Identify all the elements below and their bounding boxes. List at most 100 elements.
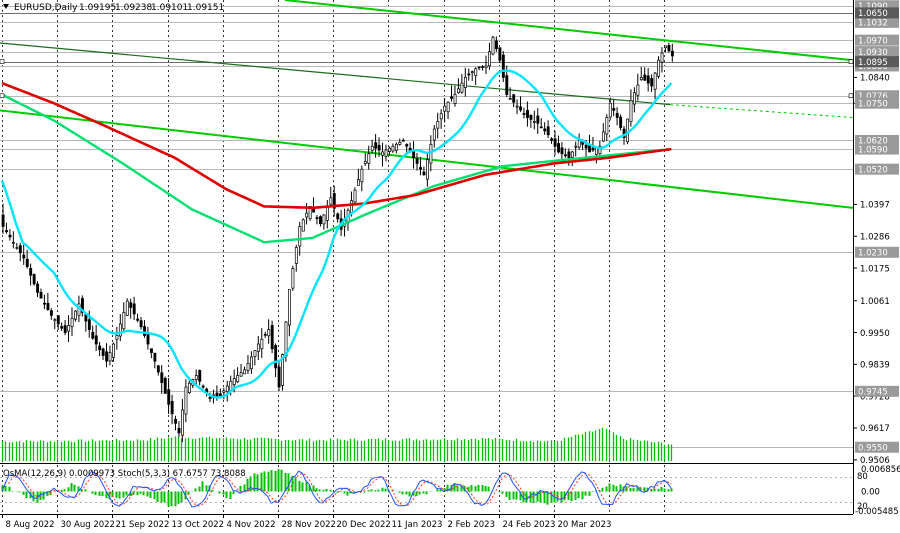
candle-body [312, 208, 316, 213]
candle-body [263, 333, 267, 336]
candle-body [481, 66, 485, 68]
price-marker [848, 93, 854, 99]
candle-body [350, 200, 354, 213]
channel-upper-line [284, 0, 854, 62]
candle-body [146, 334, 150, 345]
candle-body [298, 226, 302, 247]
candle-body [153, 352, 157, 362]
candle-body [660, 52, 664, 63]
candle-body [381, 151, 385, 156]
trend-channel [0, 0, 854, 209]
volume-bars [1, 427, 673, 461]
candle-body [574, 145, 578, 148]
time-tick-label: 11 Jan 2023 [392, 520, 443, 530]
price-axis: 1.0840 1.0750 1.0397 1.0286 1.0175 1.0061 0.99… [0, 0, 900, 517]
candle-body [201, 385, 205, 388]
candle-body [488, 51, 492, 67]
candle-body [501, 54, 505, 78]
collapse-triangle-icon[interactable] [3, 4, 9, 9]
candle-body [491, 36, 495, 55]
candle-body [56, 315, 60, 325]
candle-body [39, 291, 43, 299]
candle-body [112, 343, 115, 358]
candle-body [457, 88, 460, 94]
candle-body [563, 154, 567, 157]
ma-mid-line [1, 81, 672, 210]
candle-body [281, 354, 285, 386]
candles [1, 35, 674, 443]
candle-body [612, 108, 616, 111]
price-tick-label: 1.0061 [860, 297, 890, 307]
candle-body [460, 82, 464, 93]
indicator-axis-label: 80 [857, 472, 868, 482]
candle-body [657, 59, 661, 77]
candle-body [398, 142, 402, 145]
candle-body [94, 335, 98, 345]
candle-body [129, 302, 133, 308]
candle-body [453, 94, 457, 104]
indicator-panel [0, 469, 853, 508]
candle-body [288, 289, 291, 326]
time-tick-label: 20 Dec 2022 [337, 520, 391, 530]
candle-body [560, 147, 564, 155]
candle-body [222, 390, 226, 393]
candle-body [405, 144, 409, 147]
candle-body [526, 109, 529, 118]
candle-body [636, 84, 640, 96]
indicator-axis-label: -0.005485 [855, 507, 899, 517]
candle-body [136, 318, 140, 321]
price-level-label: 0.9745 [858, 388, 888, 398]
time-tick-label: 28 Nov 2022 [282, 520, 336, 530]
price-level-label: 1.1090 [858, 2, 888, 12]
candle-body [181, 409, 184, 436]
candle-body [91, 331, 95, 339]
candle-body [225, 385, 229, 392]
candle-body [139, 320, 143, 328]
price-tick-label: 0.9506 [860, 456, 890, 466]
price-level-label: 1.0620 [858, 137, 888, 147]
candle-body [322, 214, 326, 225]
candle-body [570, 151, 574, 158]
time-tick-label: 8 Aug 2022 [6, 520, 55, 530]
candle-body [484, 65, 488, 69]
candle-body [267, 329, 271, 337]
candle-body [632, 92, 636, 105]
time-tick-label: 20 Mar 2023 [558, 520, 612, 530]
candle-body [436, 121, 440, 129]
candle-body [70, 317, 74, 328]
candle-body [443, 105, 447, 112]
price-tick-label: 0.9617 [860, 424, 890, 434]
candle-body [108, 352, 112, 362]
price-level-label: 1.0880 [858, 62, 888, 72]
candle-body [32, 274, 36, 285]
candle-body [25, 258, 29, 267]
candle-body [256, 343, 260, 352]
candle-body [143, 326, 146, 336]
candle-body [474, 68, 478, 76]
candle-body [357, 179, 360, 186]
candle-body [43, 302, 46, 305]
candle-body [308, 206, 312, 220]
candle-body [250, 356, 253, 370]
candle-body [543, 128, 547, 132]
price-label-box [855, 46, 899, 58]
price-label-box [855, 34, 899, 46]
price-tick-label: 0.9950 [860, 329, 890, 339]
price-tick-label: 1.0175 [860, 264, 890, 274]
candle-body [505, 75, 509, 95]
candle-body [194, 375, 198, 380]
candle-body [246, 363, 250, 371]
indicator-label: OsMA(12,26,9) 0.0009973 Stoch(5,3,3) 67.… [3, 469, 246, 479]
vertical-grid [2, 0, 665, 514]
price-level-label: 1.0970 [858, 36, 888, 46]
candle-body [170, 401, 174, 415]
price-label-box [855, 97, 899, 109]
price-level-label: 1.0590 [858, 145, 888, 155]
candle-body [591, 147, 595, 151]
candle-body [118, 323, 122, 337]
time-axis: 8 Aug 2022 30 Aug 2022 21 Sep 2022 13 Oct 2… [2, 514, 612, 530]
channel-lower-line [0, 109, 854, 209]
candle-body [80, 298, 84, 313]
price-marker [848, 59, 854, 64]
